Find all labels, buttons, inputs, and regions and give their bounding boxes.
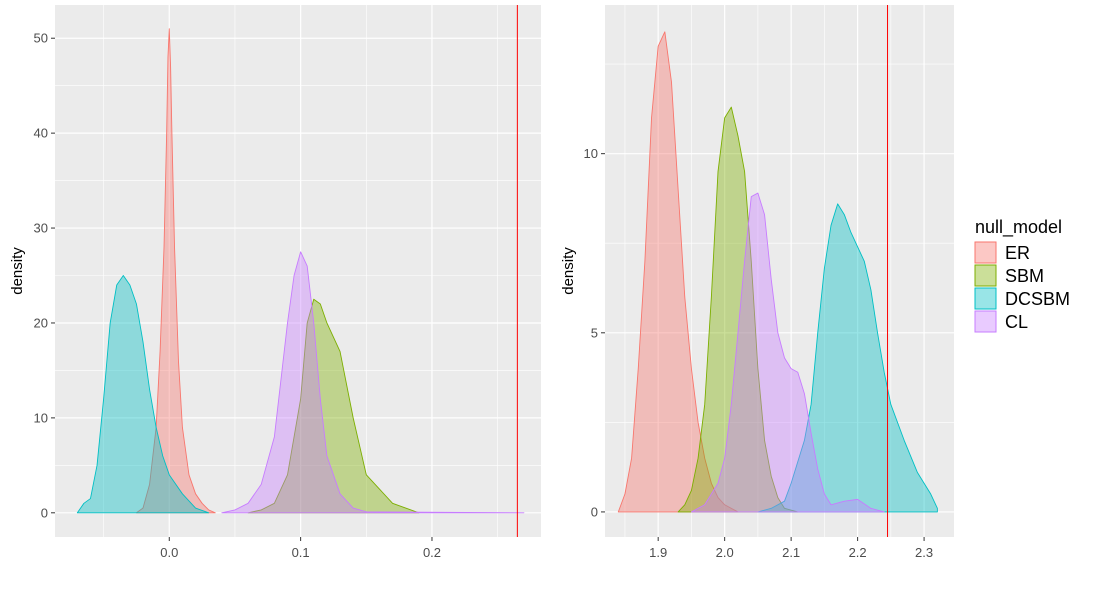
right-density-sbm xyxy=(677,106,799,513)
legend-label-sbm: SBM xyxy=(1005,266,1044,286)
right-density-panel: 1.9 2.0 2.1 2.2 2.3 0 5 10 density xyxy=(560,5,954,560)
x-tick-label: 0.0 xyxy=(160,545,178,560)
x-tick-label: 0.1 xyxy=(292,545,310,560)
left-panel-series xyxy=(76,28,525,514)
left-density-sbm xyxy=(247,298,420,514)
legend-key-sbm xyxy=(974,264,997,287)
left-panel-y-ticks: 0 10 20 30 40 50 xyxy=(34,31,55,520)
left-panel-background xyxy=(55,5,541,537)
x-tick-label: 2.3 xyxy=(915,545,933,560)
left-density-cl xyxy=(221,251,525,514)
y-tick-label: 10 xyxy=(34,410,48,425)
y-tick-label: 50 xyxy=(34,31,48,46)
left-panel-x-ticks: 0.0 0.1 0.2 xyxy=(160,537,441,560)
right-panel-y-ticks: 0 5 10 xyxy=(584,146,605,519)
legend: null_model ER SBM DCSBM CL xyxy=(974,217,1070,333)
left-density-dcsbm xyxy=(76,275,210,514)
right-density-cl xyxy=(690,192,885,513)
y-tick-label: 5 xyxy=(591,325,598,340)
legend-entries: ER SBM DCSBM CL xyxy=(974,241,1070,333)
legend-label-er: ER xyxy=(1005,243,1030,263)
y-tick-label: 30 xyxy=(34,221,48,236)
y-tick-label: 10 xyxy=(584,146,598,161)
left-density-panel: 0.0 0.1 0.2 0 10 20 30 40 50 density xyxy=(9,5,541,560)
left-density-er xyxy=(135,28,216,514)
right-density-er xyxy=(617,31,739,513)
x-tick-label: 0.2 xyxy=(423,545,441,560)
right-panel-y-axis-title: density xyxy=(560,247,577,295)
right-panel-series xyxy=(617,31,938,513)
y-tick-label: 0 xyxy=(591,504,598,519)
legend-label-dcsbm: DCSBM xyxy=(1005,289,1070,309)
left-panel-y-axis-title: density xyxy=(9,247,26,295)
y-tick-label: 40 xyxy=(34,126,48,141)
legend-entry-sbm: SBM xyxy=(974,264,1044,287)
right-panel-grid xyxy=(605,5,954,537)
x-tick-label: 2.2 xyxy=(849,545,867,560)
x-tick-label: 2.1 xyxy=(782,545,800,560)
legend-title: null_model xyxy=(975,217,1062,238)
legend-key-dcsbm xyxy=(974,287,997,310)
left-panel-grid xyxy=(55,5,541,537)
x-tick-label: 2.0 xyxy=(716,545,734,560)
legend-entry-dcsbm: DCSBM xyxy=(974,287,1070,310)
legend-key-cl xyxy=(974,310,997,333)
legend-key-er xyxy=(974,241,997,264)
right-panel-x-ticks: 1.9 2.0 2.1 2.2 2.3 xyxy=(649,537,933,560)
legend-entry-er: ER xyxy=(974,241,1030,264)
right-density-dcsbm xyxy=(757,203,938,513)
x-tick-label: 1.9 xyxy=(649,545,667,560)
y-tick-label: 20 xyxy=(34,315,48,330)
right-panel-background xyxy=(605,5,954,537)
legend-entry-cl: CL xyxy=(974,310,1028,333)
y-tick-label: 0 xyxy=(41,505,48,520)
legend-label-cl: CL xyxy=(1005,312,1028,332)
